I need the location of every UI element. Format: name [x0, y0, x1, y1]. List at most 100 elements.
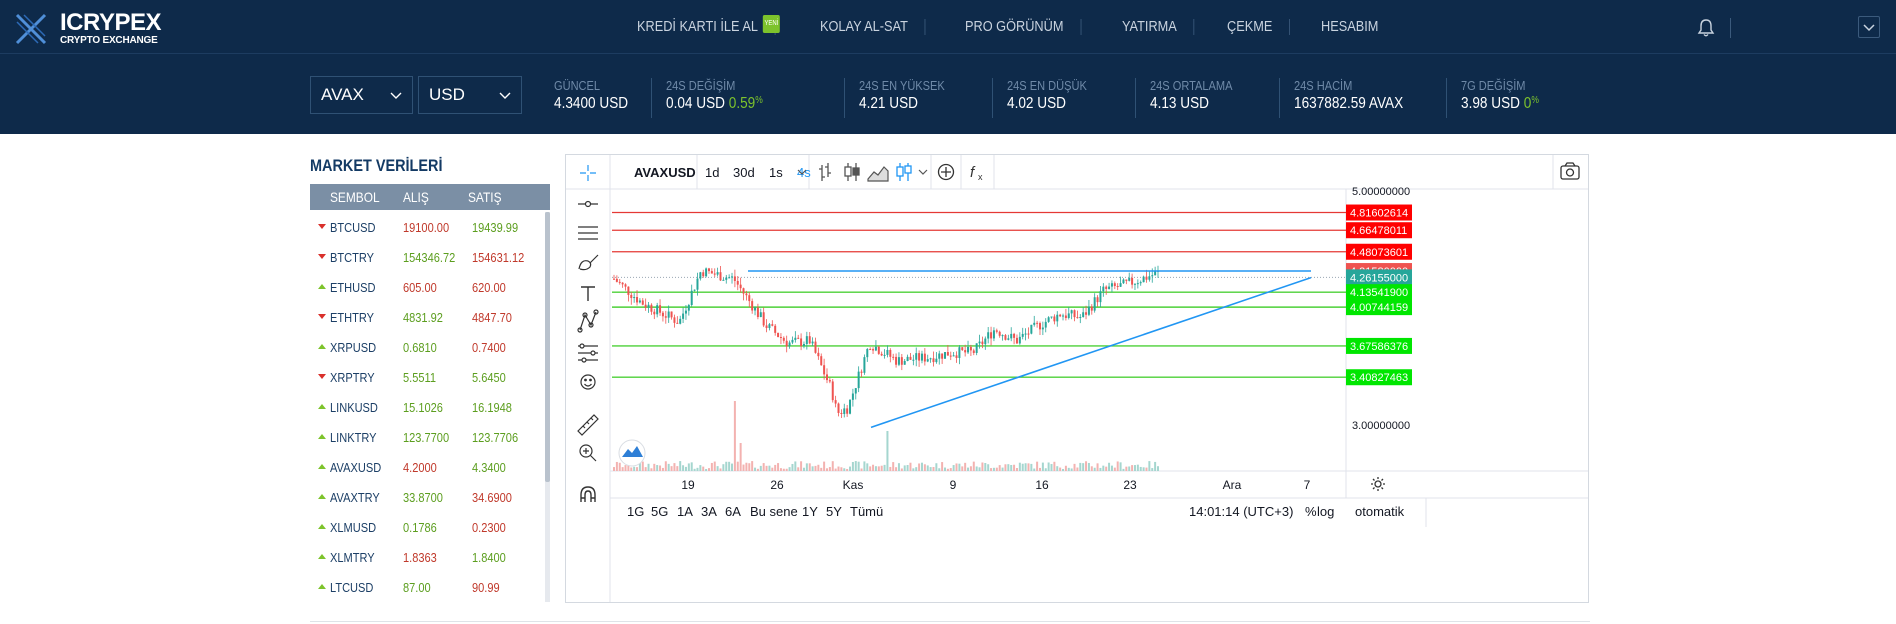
option-0[interactable]: % [1305, 504, 1317, 519]
magnet-icon[interactable] [580, 486, 596, 502]
candle-body [1099, 291, 1102, 303]
interval-30d[interactable]: 30d [733, 165, 755, 180]
settings-gear-icon[interactable] [1371, 477, 1385, 491]
market-ask: 123.7706 [472, 429, 519, 445]
range-6A[interactable]: 6A [725, 504, 741, 519]
emoji-icon[interactable] [580, 374, 596, 390]
market-row[interactable]: XLMUSD 0.1786 0.2300 [310, 512, 542, 542]
bell-icon[interactable] [1696, 18, 1716, 38]
market-bid: 4831.92 [403, 309, 443, 325]
market-row[interactable]: BTCUSD 19100.00 19439.99 [310, 212, 542, 242]
volume-bar [1157, 466, 1159, 471]
text-icon[interactable] [581, 286, 595, 301]
volume-bar [661, 467, 664, 471]
range-5G[interactable]: 5G [651, 504, 668, 519]
nav-easy-trade[interactable]: KOLAY AL-SAT [803, 19, 927, 35]
pattern-icon[interactable] [577, 309, 599, 333]
market-ask: 90.99 [472, 579, 500, 595]
market-row[interactable]: LINKUSD 15.1026 16.1948 [310, 392, 542, 422]
market-row[interactable]: XLMTRY 1.8363 1.8400 [310, 542, 542, 572]
chart-type-icon[interactable] [896, 163, 912, 181]
range-1Y[interactable]: 1Y [802, 504, 818, 519]
candle-body [1133, 283, 1136, 285]
nav-account[interactable]: HESABIM [1321, 18, 1379, 35]
option-2[interactable]: otomatik [1355, 504, 1405, 519]
range-Tümü[interactable]: Tümü [850, 504, 883, 519]
crosshair-icon[interactable] [580, 165, 596, 181]
market-row[interactable]: LINKTRY 123.7700 123.7706 [310, 422, 542, 452]
candle-body [1087, 306, 1090, 315]
trendline-icon[interactable] [578, 200, 598, 208]
ascending-trendline[interactable] [870, 276, 1312, 429]
market-row[interactable]: ETHTRY 4831.92 4847.70 [310, 302, 542, 332]
plus-circle-icon[interactable] [937, 163, 955, 181]
volume-bar [621, 467, 624, 471]
interval-1s[interactable]: 1s [769, 165, 783, 180]
volume-bar [731, 463, 734, 471]
range-1G[interactable]: 1G [627, 504, 644, 519]
nav-pro-view[interactable]: PRO GÖRÜNÜM [948, 19, 1081, 35]
col-ask[interactable]: SATIŞ [468, 189, 502, 205]
volume-bar [1125, 466, 1128, 471]
range-Bu-sene[interactable]: Bu sene [750, 504, 798, 519]
measure-icon[interactable] [577, 414, 599, 436]
market-row[interactable]: AVAXTRY 33.8700 34.6900 [310, 482, 542, 512]
brand-logo[interactable]: ICRYPEX CRYPTO EXCHANGE [14, 10, 184, 50]
nav-credit-card[interactable]: KREDİ KARTI İLE AL YENİ [620, 15, 781, 35]
base-currency-select[interactable]: AVAX [310, 76, 413, 114]
candle-body [995, 330, 998, 332]
market-symbol: ETHUSD [330, 279, 376, 295]
volume-bar [1096, 463, 1099, 471]
range-3A[interactable]: 3A [701, 504, 717, 519]
chart-symbol[interactable]: AVAXUSD [634, 165, 696, 180]
volume-bar [1110, 465, 1113, 471]
bar-style-icon[interactable] [819, 163, 831, 181]
market-row[interactable]: XRPUSD 0.6810 0.7400 [310, 332, 542, 362]
market-scroll-thumb[interactable] [545, 212, 550, 482]
stat-24h-low: 24S EN DÜŞÜK 4.02 USD [992, 78, 1101, 118]
arrow-up-icon [318, 284, 326, 289]
area-style-icon[interactable] [867, 166, 889, 182]
market-row[interactable]: BTCTRY 154346.72 154631.12 [310, 242, 542, 272]
range-5Y[interactable]: 5Y [826, 504, 842, 519]
nav-withdraw[interactable]: ÇEKME [1210, 19, 1291, 35]
candle-style-icon[interactable] [844, 163, 860, 181]
arrow-up-icon [318, 404, 326, 409]
account-dropdown[interactable] [1858, 16, 1880, 38]
fx-icon[interactable]: f x [970, 164, 983, 182]
brush-icon[interactable] [578, 254, 599, 271]
range-1A[interactable]: 1A [677, 504, 693, 519]
candle-body [895, 356, 898, 365]
nav-deposit[interactable]: YATIRMA [1105, 19, 1195, 35]
ruler-set-icon[interactable] [578, 343, 598, 363]
candle-body [1041, 327, 1044, 330]
price-axis-label: 3.00000000 [1352, 420, 1410, 432]
interval-1d[interactable]: 1d [705, 165, 719, 180]
volume-bar [756, 468, 759, 471]
col-bid[interactable]: ALIŞ [403, 189, 429, 205]
camera-icon[interactable] [1560, 162, 1580, 180]
quote-currency-select[interactable]: USD [418, 76, 522, 114]
chevron-down-icon[interactable] [797, 169, 807, 175]
volume-bar [1070, 468, 1073, 471]
volume-bar [866, 463, 869, 471]
hlines-icon[interactable] [578, 226, 598, 240]
candle-body [1076, 317, 1079, 319]
price-tag-label: 3.67586376 [1350, 341, 1408, 353]
chevron-down-icon[interactable] [918, 169, 928, 175]
market-bid: 0.1786 [403, 519, 437, 535]
svg-text:x: x [978, 172, 983, 182]
zoom-icon[interactable] [579, 444, 597, 462]
chart-canvas: AVAXUSD 1d 30d 1s 4s f x [566, 155, 1588, 602]
col-symbol[interactable]: SEMBOL [330, 189, 380, 205]
candle-body [843, 408, 846, 414]
option-1[interactable]: log [1317, 504, 1334, 519]
market-row[interactable]: LTCUSD 87.00 90.99 [310, 572, 542, 602]
tv-logo-icon[interactable] [618, 439, 646, 467]
market-row[interactable]: ETHUSD 605.00 620.00 [310, 272, 542, 302]
market-row[interactable]: XRPTRY 5.5511 5.6450 [310, 362, 542, 392]
market-row[interactable]: AVAXUSD 4.2000 4.3400 [310, 452, 542, 482]
volume-bar [860, 468, 863, 471]
candle-body [863, 357, 866, 373]
volume-bar [739, 443, 742, 471]
